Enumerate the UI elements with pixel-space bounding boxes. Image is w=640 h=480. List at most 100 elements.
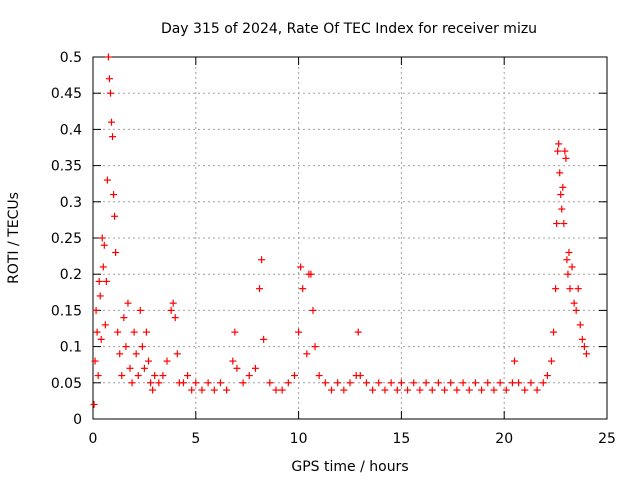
y-tick-labels: 0 0.05 0.1 0.15 0.2 0.25 0.3 0.35 0.4 0.45 0.5 [51, 50, 82, 428]
data-point [136, 306, 144, 314]
x-tick-label: 15 [392, 431, 410, 447]
data-point [422, 379, 430, 387]
data-point [562, 154, 570, 162]
data-point [105, 75, 113, 83]
data-point [299, 285, 307, 293]
data-point [574, 285, 582, 293]
data-point [510, 357, 518, 365]
data-point [484, 379, 492, 387]
y-tick-label: 0 [73, 412, 82, 428]
x-tick-label: 0 [89, 431, 98, 447]
data-point [145, 357, 153, 365]
data-point [404, 386, 412, 394]
data-point [543, 372, 551, 380]
data-point [106, 89, 114, 97]
data-point [110, 191, 118, 199]
data-point [566, 285, 574, 293]
data-point [112, 248, 120, 256]
data-point [369, 386, 377, 394]
data-point [502, 386, 510, 394]
data-point [564, 270, 572, 278]
data-point [173, 350, 181, 358]
data-point [362, 379, 370, 387]
y-tick-label: 0.5 [60, 50, 82, 66]
data-point [122, 343, 130, 351]
data-point [272, 386, 280, 394]
grid-lines [93, 57, 607, 419]
data-point [266, 379, 274, 387]
x-tick-label: 10 [290, 431, 308, 447]
chart-title: Day 315 of 2024, Rate Of TEC Index for r… [161, 21, 537, 37]
data-point [303, 350, 311, 358]
data-point [233, 364, 241, 372]
y-axis-label: ROTI / TECUs [6, 192, 22, 284]
data-point [245, 372, 253, 380]
data-point [428, 386, 436, 394]
data-point [99, 263, 107, 271]
data-points [90, 53, 590, 409]
data-point [515, 379, 523, 387]
data-point [159, 372, 167, 380]
data-point [327, 386, 335, 394]
data-point [97, 335, 105, 343]
x-tick-label: 20 [495, 431, 513, 447]
data-point [441, 386, 449, 394]
data-point [315, 372, 323, 380]
data-point [297, 263, 305, 271]
data-point [459, 379, 467, 387]
data-point [216, 379, 224, 387]
data-point [258, 256, 266, 264]
data-point [555, 140, 563, 148]
data-point [98, 234, 106, 242]
data-point [260, 335, 268, 343]
data-point [114, 328, 122, 336]
data-point [570, 299, 578, 307]
data-point [104, 53, 112, 61]
data-point [93, 328, 101, 336]
data-point [580, 343, 588, 351]
data-point [550, 328, 558, 336]
data-point [95, 277, 103, 285]
data-point [101, 321, 109, 329]
axis-ticks [92, 56, 608, 420]
data-point [346, 379, 354, 387]
data-point [553, 220, 561, 228]
data-point [239, 379, 247, 387]
data-point [496, 379, 504, 387]
data-point [103, 176, 111, 184]
data-point [547, 357, 555, 365]
data-point [568, 263, 576, 271]
data-point [108, 118, 116, 126]
y-tick-label: 0.05 [51, 376, 82, 392]
data-point [188, 386, 196, 394]
data-point [552, 285, 560, 293]
data-point [471, 379, 479, 387]
data-point [116, 350, 124, 358]
data-point [334, 379, 342, 387]
data-point [578, 335, 586, 343]
data-point [311, 343, 319, 351]
y-tick-label: 0.25 [51, 231, 82, 247]
data-point [142, 328, 150, 336]
data-point [171, 314, 179, 322]
data-point [478, 386, 486, 394]
data-point [204, 379, 212, 387]
y-tick-label: 0.45 [51, 86, 82, 102]
data-point [167, 306, 175, 314]
data-point [111, 212, 119, 220]
data-point [453, 386, 461, 394]
x-axis-label: GPS time / hours [291, 459, 408, 475]
data-point [387, 379, 395, 387]
data-point [321, 379, 329, 387]
data-point [92, 306, 100, 314]
data-point [192, 379, 200, 387]
data-point [284, 379, 292, 387]
data-point [559, 183, 567, 191]
y-tick-label: 0.1 [60, 340, 82, 356]
data-point [572, 306, 580, 314]
data-point [539, 379, 547, 387]
data-point [163, 357, 171, 365]
data-point [533, 386, 541, 394]
data-point [557, 191, 565, 199]
